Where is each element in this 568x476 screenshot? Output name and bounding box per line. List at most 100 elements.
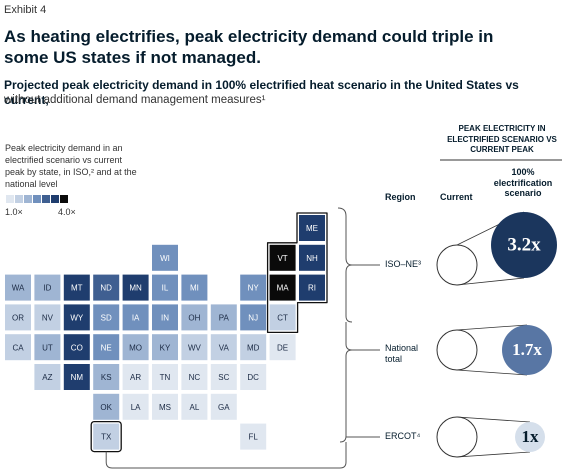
state-label: SD <box>101 314 112 323</box>
state-label: MD <box>247 343 260 352</box>
state-tile <box>152 364 178 390</box>
state-label: DC <box>247 373 259 382</box>
state-label: FL <box>249 433 259 442</box>
state-tile <box>5 334 31 361</box>
state-label: LA <box>131 403 141 412</box>
state-tile <box>240 304 267 331</box>
state-tile <box>152 334 178 361</box>
state-tile <box>181 364 208 390</box>
state-label: VA <box>219 343 230 352</box>
state-label: ID <box>43 284 51 293</box>
state-tile <box>5 304 31 331</box>
state-tile <box>63 274 90 301</box>
state-tile <box>240 334 267 361</box>
state-tile <box>181 393 208 420</box>
state-tile <box>63 334 90 361</box>
state-label: AL <box>190 403 200 412</box>
legend-swatch <box>51 195 59 203</box>
legend-min: 1.0× <box>5 207 23 217</box>
region-label: ISO–NE³ <box>385 259 422 269</box>
state-label: UT <box>42 343 53 352</box>
state-tile <box>152 393 178 420</box>
state-label: NC <box>189 373 201 382</box>
state-label: WY <box>70 314 84 323</box>
state-label: CT <box>277 314 288 323</box>
state-tile <box>34 274 61 301</box>
state-label: CO <box>71 343 83 352</box>
state-tile <box>122 304 149 331</box>
state-tile <box>122 364 149 390</box>
state-tile <box>93 274 120 301</box>
current-circle <box>436 244 478 286</box>
title: As heating electrifies, peak electricity… <box>4 27 494 67</box>
state-label: WV <box>188 343 202 352</box>
legend-swatch <box>24 195 32 203</box>
state-label: DE <box>277 343 288 352</box>
state-label: OH <box>188 314 200 323</box>
exhibit-label: Exhibit 4 <box>4 4 47 16</box>
state-tile <box>93 304 120 331</box>
bracket <box>339 322 353 443</box>
state-tile <box>269 274 296 301</box>
state-label: ME <box>306 224 318 233</box>
state-label: AZ <box>42 373 52 382</box>
state-tile <box>210 334 237 361</box>
scenario-value: 1.7x <box>512 340 542 359</box>
state-label: WA <box>12 284 25 293</box>
state-label: MS <box>159 403 171 412</box>
panel-header: PEAK ELECTRICITY IN ELECTRIFIED SCENARIO… <box>447 124 557 154</box>
tangent <box>456 324 528 331</box>
state-label: MT <box>71 284 83 293</box>
region-label: ERCOT⁴ <box>385 431 421 441</box>
legend-swatch <box>15 195 23 203</box>
tangent <box>456 451 531 458</box>
state-tile <box>122 274 149 301</box>
legend-swatch <box>33 195 41 203</box>
state-tile <box>63 304 90 331</box>
state-tile <box>240 274 267 301</box>
col-scenario: 100% electrification scenario <box>493 167 553 198</box>
state-label: MA <box>277 284 290 293</box>
legend-text: Peak electricity demand in an electrifie… <box>5 143 137 189</box>
scenario-value: 1x <box>522 427 540 446</box>
col-region: Region <box>385 192 416 202</box>
state-tile <box>181 274 208 301</box>
state-label: NE <box>101 343 112 352</box>
state-label: KY <box>160 343 171 352</box>
state-tile <box>152 274 178 301</box>
bracket <box>337 207 353 323</box>
state-label: NH <box>306 254 318 263</box>
scenario-circle <box>502 325 552 375</box>
col-current: Current <box>440 192 473 202</box>
connector <box>105 442 347 469</box>
state-tile <box>299 244 325 271</box>
state-tile <box>93 334 120 361</box>
state-label: OR <box>12 314 24 323</box>
state-tile <box>34 304 61 331</box>
scenario-circle <box>515 422 545 452</box>
region-label: National total <box>385 343 419 364</box>
state-tile <box>152 244 178 271</box>
legend-swatch <box>60 195 68 203</box>
tangent <box>456 416 531 423</box>
tangent <box>456 277 525 286</box>
state-label: VT <box>277 254 287 263</box>
state-tile <box>34 334 61 361</box>
state-label: AR <box>130 373 141 382</box>
state-tile <box>269 244 296 271</box>
state-label: WI <box>160 254 170 263</box>
state-tile <box>93 364 120 390</box>
state-label: NY <box>248 284 260 293</box>
current-circle <box>436 416 478 458</box>
tangent <box>456 369 528 376</box>
state-label: NV <box>42 314 54 323</box>
state-tile <box>240 364 267 390</box>
state-label: TN <box>160 373 171 382</box>
state-label: PA <box>219 314 230 323</box>
state-tile <box>5 274 31 301</box>
subtitle: without additional demand management mea… <box>4 94 266 106</box>
state-label: OK <box>100 403 112 412</box>
state-label: TX <box>101 433 112 442</box>
